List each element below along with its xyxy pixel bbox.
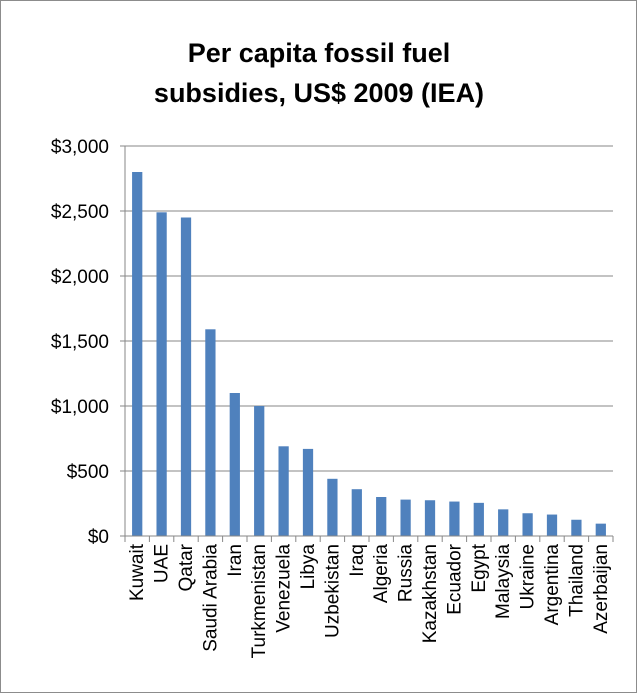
bar-egypt xyxy=(473,502,484,536)
x-tick-label: Ukraine xyxy=(518,544,539,609)
y-tick-label: $1,000 xyxy=(51,397,109,418)
x-tick-label: Venezuela xyxy=(274,544,295,633)
x-tick-label: Uzbekistan xyxy=(322,544,343,638)
bar-kazakhstan xyxy=(424,500,436,536)
x-tick-label: Iraq xyxy=(347,544,368,577)
bar-argentina xyxy=(546,514,558,536)
bar-uae xyxy=(156,212,167,537)
bar-iran xyxy=(229,393,240,536)
x-tick-label: Kuwait xyxy=(127,543,148,601)
axes xyxy=(120,145,614,542)
x-tick-label: Turkmenistan xyxy=(249,544,270,658)
y-tick-label: $500 xyxy=(67,462,109,483)
x-tick-label: Thailand xyxy=(566,544,587,617)
x-tick-label: Iran xyxy=(225,544,246,577)
x-tick-label: Ecuador xyxy=(444,543,465,614)
y-tick-label: $2,500 xyxy=(51,202,109,223)
bar-iraq xyxy=(351,489,362,536)
y-tick-label: $3,000 xyxy=(51,137,109,158)
chart-title-line-1: Per capita fossil fuel xyxy=(188,38,451,68)
x-tick-label: Saudi Arabia xyxy=(200,544,221,652)
bar-venezuela xyxy=(278,446,289,536)
bar-uzbekistan xyxy=(327,478,338,536)
x-tick-label: Argentina xyxy=(542,544,563,626)
x-tick-label: Azerbaijan xyxy=(591,544,612,634)
bar-malaysia xyxy=(498,509,509,536)
x-tick-labels: Kuwait UAE Qatar Saudi Arabia Iran Turkmenist… xyxy=(127,543,612,658)
y-tick-label: $2,000 xyxy=(51,267,109,288)
bar-turkmenistan xyxy=(254,406,265,536)
bar-algeria xyxy=(376,497,387,536)
x-tick-label: UAE xyxy=(152,544,173,583)
bar-russia xyxy=(400,499,411,536)
bar-libya xyxy=(302,448,314,536)
x-tick-label: Algeria xyxy=(371,544,392,604)
bars xyxy=(132,172,606,537)
x-tick-label: Kazakhstan xyxy=(420,544,441,643)
bar-kuwait xyxy=(132,172,143,536)
x-tick-label: Egypt xyxy=(469,543,490,592)
y-tick-labels: $0 $500 $1,000 $1,500 $2,000 $2,500 $3,000 xyxy=(51,137,109,548)
x-tick-label: Russia xyxy=(396,544,417,603)
bar-qatar xyxy=(180,217,192,536)
chart-title-line-2: subsidies, US$ 2009 (IEA) xyxy=(154,78,484,108)
x-tick-label: Qatar xyxy=(176,543,197,591)
bar-ukraine xyxy=(522,513,533,536)
x-tick-label: Libya xyxy=(298,544,319,590)
x-tick-label: Malaysia xyxy=(493,544,514,619)
bar-saudi-arabia xyxy=(205,329,216,536)
y-tick-label: $0 xyxy=(88,527,109,548)
gridlines xyxy=(125,145,613,472)
bar-ecuador xyxy=(449,501,460,536)
bar-azerbaijan xyxy=(595,523,606,536)
bar-thailand xyxy=(571,519,582,536)
y-tick-label: $1,500 xyxy=(51,332,109,353)
